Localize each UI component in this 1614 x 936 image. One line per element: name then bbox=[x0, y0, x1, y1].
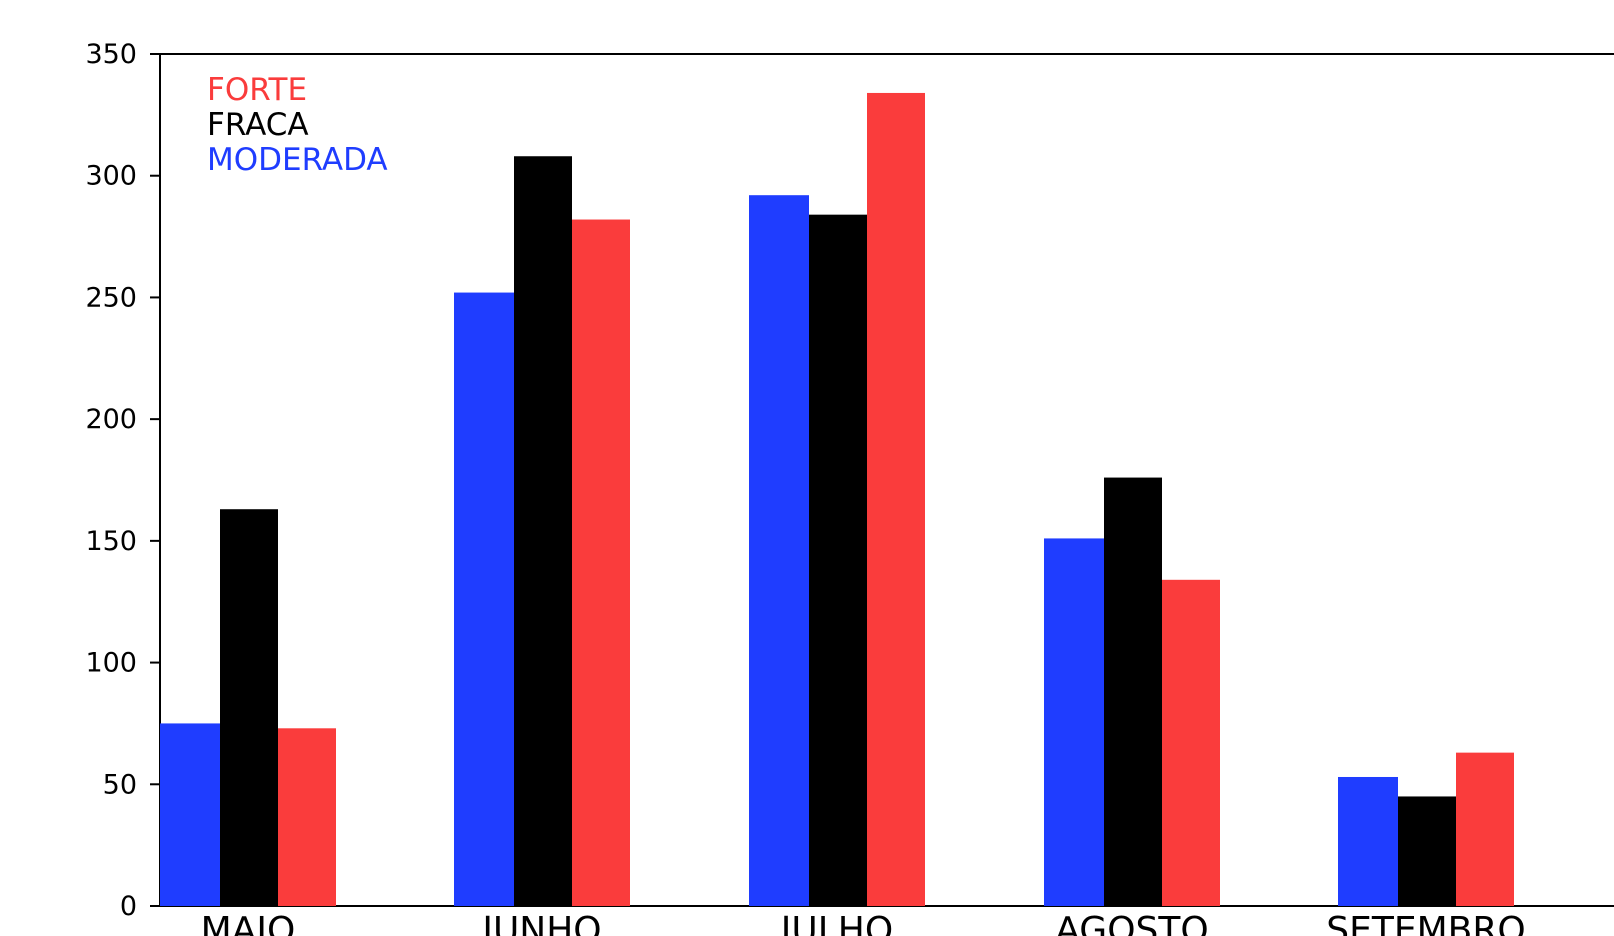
bar-moderada-junho bbox=[454, 292, 514, 906]
bar-moderada-julho bbox=[749, 195, 809, 906]
y-tick-label-150: 150 bbox=[85, 526, 137, 557]
bar-fraca-maio bbox=[220, 509, 278, 906]
bar-moderada-maio bbox=[160, 723, 220, 906]
x-tick-label-agosto: AGOSTO bbox=[1055, 910, 1208, 936]
y-axis: 0 50 100 150 200 250 300 350 bbox=[85, 39, 160, 922]
y-tick-label-50: 50 bbox=[103, 769, 137, 800]
x-tick-label-maio: MAIO bbox=[201, 910, 296, 936]
y-tick-label-200: 200 bbox=[85, 404, 137, 435]
bars bbox=[160, 92, 1514, 907]
y-tick-label-100: 100 bbox=[85, 648, 137, 679]
y-tick-label-350: 350 bbox=[85, 39, 137, 70]
bar-moderada-agosto bbox=[1044, 538, 1104, 906]
bar-forte-maio bbox=[278, 728, 336, 906]
x-tick-label-setembro: SETEMBRO bbox=[1326, 910, 1525, 936]
legend-entry-forte: FORTE bbox=[207, 72, 307, 108]
x-tick-label-junho: JUNHO bbox=[480, 910, 601, 936]
bar-fraca-julho bbox=[809, 214, 867, 907]
bar-moderada-setembro bbox=[1338, 776, 1398, 906]
legend-entry-moderada: MODERADA bbox=[207, 142, 388, 178]
legend-entry-fraca: FRACA bbox=[207, 107, 309, 143]
y-tick-label-250: 250 bbox=[85, 282, 137, 313]
bar-fraca-junho bbox=[514, 156, 572, 907]
bar-forte-julho bbox=[867, 92, 925, 907]
y-tick-label-0: 0 bbox=[120, 891, 137, 922]
bar-forte-agosto bbox=[1162, 579, 1220, 906]
bar-fraca-agosto bbox=[1104, 477, 1162, 906]
x-axis: MAIO JUNHO JULHO AGOSTO SETEMBRO bbox=[201, 910, 1526, 936]
bar-forte-setembro bbox=[1456, 752, 1514, 906]
bar-forte-junho bbox=[572, 219, 630, 906]
y-tick-label-300: 300 bbox=[85, 161, 137, 192]
x-tick-label-julho: JULHO bbox=[779, 910, 893, 936]
bar-fraca-setembro bbox=[1398, 796, 1456, 906]
